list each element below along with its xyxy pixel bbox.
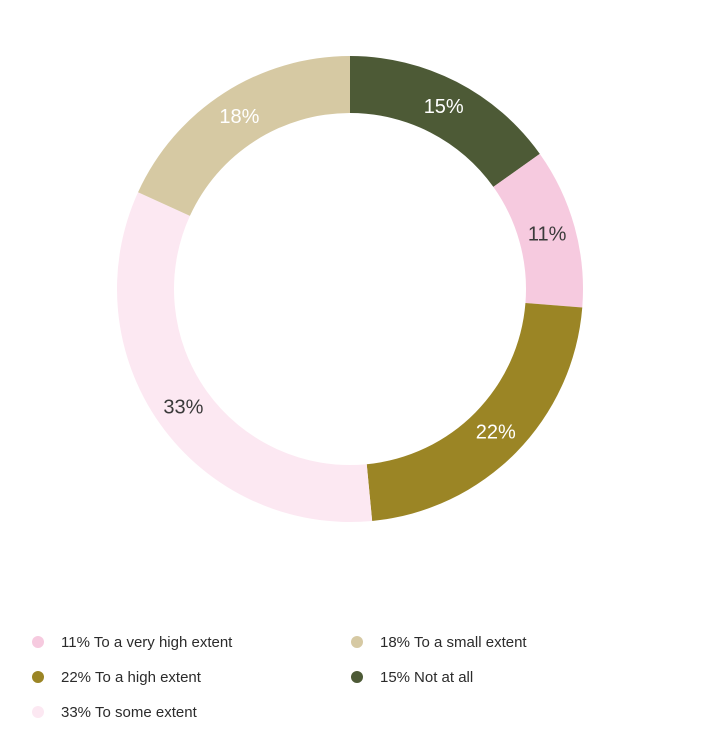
legend-label: 11% To a very high extent — [61, 634, 232, 651]
donut-slice — [350, 56, 540, 187]
legend-swatch — [32, 706, 44, 718]
donut-chart: 15% 11% 22% 33% 18% — [116, 56, 583, 522]
legend-item: 11% To a very high extent — [32, 631, 232, 653]
legend-swatch — [32, 636, 44, 648]
legend-item: 15% Not at all — [351, 666, 473, 688]
legend-item: 22% To a high extent — [32, 666, 201, 688]
legend-swatch — [351, 671, 363, 683]
legend-category: To a very high extent — [93, 633, 233, 651]
slice-value-label: 11% — [528, 224, 567, 246]
legend-label: 18% To a small extent — [380, 634, 527, 651]
chart-legend: 11% To a very high extent 18% To a small e… — [0, 622, 714, 742]
legend-pct: 18% — [380, 633, 411, 651]
legend-label: 15% Not at all — [380, 669, 473, 686]
donut-slice — [138, 56, 350, 216]
legend-item: 33% To some extent — [32, 701, 197, 723]
donut-slice — [366, 302, 583, 521]
donut-svg: 15% 11% 22% 33% 18% — [116, 56, 583, 522]
slice-value-label: 18% — [219, 106, 259, 128]
legend-label: 22% To a high extent — [61, 669, 201, 686]
donut-slices — [116, 56, 583, 522]
slice-value-label: 33% — [163, 397, 203, 419]
donut-slice — [493, 153, 583, 308]
legend-pct: 15% — [380, 668, 411, 686]
legend-swatch — [351, 636, 363, 648]
donut-slice-labels: 15% 11% 22% 33% 18% — [163, 96, 566, 443]
legend-category: To a small extent — [414, 633, 527, 651]
legend-item: 18% To a small extent — [351, 631, 527, 653]
legend-category: To a high extent — [95, 668, 201, 686]
slice-value-label: 15% — [424, 96, 464, 118]
legend-pct: 33% — [61, 703, 92, 721]
slice-value-label: 22% — [476, 421, 516, 443]
legend-category: Not at all — [414, 668, 474, 686]
legend-pct: 22% — [61, 668, 92, 686]
donut-slice — [116, 192, 373, 522]
legend-category: To some extent — [95, 703, 197, 721]
legend-pct: 11% — [61, 633, 90, 651]
legend-label: 33% To some extent — [61, 704, 197, 721]
legend-swatch — [32, 671, 44, 683]
